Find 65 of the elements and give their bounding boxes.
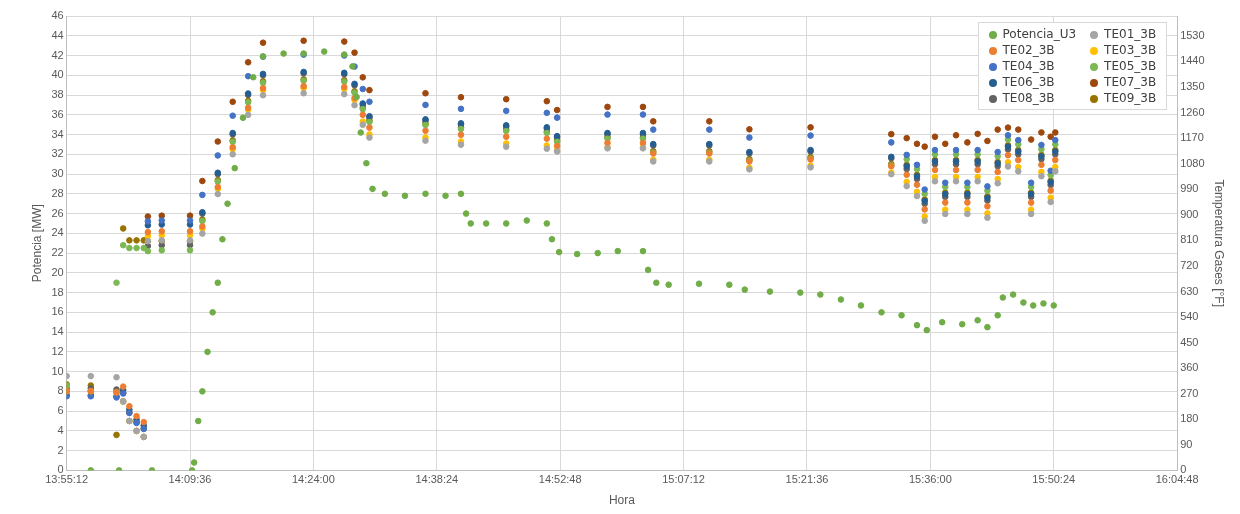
y2-tick-label: 630 <box>1180 284 1199 297</box>
x-tick-label: 14:24:00 <box>292 473 335 486</box>
y2-tick-label: 180 <box>1180 412 1199 425</box>
y-tick-label: 30 <box>51 167 64 180</box>
y-tick-label: 4 <box>57 423 64 436</box>
y-tick-label: 24 <box>51 226 64 239</box>
x-tick-label: 14:09:36 <box>168 473 212 486</box>
y2-axis-title: Temperatura Gases [°F] <box>1212 179 1227 307</box>
x-tick-label: 16:04:48 <box>1155 473 1199 486</box>
legend-label: TE04_3B <box>1001 59 1056 73</box>
legend-label: TE01_3B <box>1103 27 1157 41</box>
y-tick-label: 18 <box>51 285 64 298</box>
y2-tick-label: 0 <box>1180 463 1187 476</box>
y-tick-label: 10 <box>51 364 64 377</box>
y-tick-label: 6 <box>57 404 64 417</box>
y-tick-label: 14 <box>51 325 64 338</box>
y2-tick-label: 360 <box>1180 361 1199 374</box>
y-tick-label: 34 <box>51 127 64 140</box>
y-tick-label: 36 <box>51 107 64 120</box>
x-tick-label: 15:07:12 <box>662 473 705 486</box>
x-tick-label: 15:50:24 <box>1032 473 1076 486</box>
y2-tick-label: 900 <box>1180 207 1199 220</box>
y-tick-label: 20 <box>51 265 64 278</box>
y2-tick-label: 1350 <box>1180 80 1205 93</box>
y-tick-label: 44 <box>51 28 64 41</box>
legend-label: TE05_3B <box>1103 59 1157 73</box>
x-axis-title: Hora <box>608 493 636 508</box>
x-tick-label: 14:52:48 <box>538 473 582 486</box>
legend-label: TE07_3B <box>1103 75 1157 89</box>
x-tick-label: 13:55:12 <box>45 473 89 486</box>
legend-label: Potencia_U3 <box>1001 27 1077 41</box>
y-tick-label: 42 <box>51 48 64 61</box>
y2-tick-label: 1440 <box>1180 54 1205 67</box>
y2-tick-label: 990 <box>1180 182 1199 195</box>
y-tick-label: 46 <box>51 9 64 22</box>
y-tick-label: 12 <box>51 344 64 357</box>
x-tick-label: 15:36:00 <box>908 473 952 486</box>
legend-label: TE03_3B <box>1103 43 1157 57</box>
legend-label: TE06_3B <box>1001 75 1056 89</box>
y2-tick-label: 810 <box>1180 233 1199 246</box>
y-axis-title: Potencia [MW] <box>29 204 44 283</box>
y-tick-label: 26 <box>51 206 64 219</box>
y-tick-label: 38 <box>51 88 64 101</box>
y2-tick-label: 1080 <box>1180 156 1205 169</box>
y2-tick-label: 90 <box>1180 437 1193 450</box>
y2-tick-label: 1170 <box>1180 131 1204 144</box>
x-tick-label: 14:38:24 <box>415 473 459 486</box>
y-tick-label: 32 <box>51 147 64 160</box>
y-tick-label: 0 <box>57 463 64 476</box>
legend-label: TE09_3B <box>1103 91 1157 105</box>
legend-label: TE08_3B <box>1001 91 1056 105</box>
y-tick-label: 16 <box>51 305 64 318</box>
x-tick-label: 15:21:36 <box>785 473 829 486</box>
y-tick-label: 22 <box>51 246 64 259</box>
y2-tick-label: 1530 <box>1180 28 1205 41</box>
y2-tick-label: 1260 <box>1180 105 1205 118</box>
y-tick-label: 8 <box>57 384 64 397</box>
y2-tick-label: 450 <box>1180 335 1199 348</box>
y2-tick-label: 720 <box>1180 258 1199 271</box>
y-tick-label: 40 <box>51 68 64 81</box>
y-tick-label: 28 <box>51 186 64 199</box>
y-tick-label: 2 <box>57 443 64 456</box>
y2-tick-label: 540 <box>1180 310 1199 323</box>
legend-label: TE02_3B <box>1001 43 1056 57</box>
y2-tick-label: 270 <box>1180 386 1199 399</box>
